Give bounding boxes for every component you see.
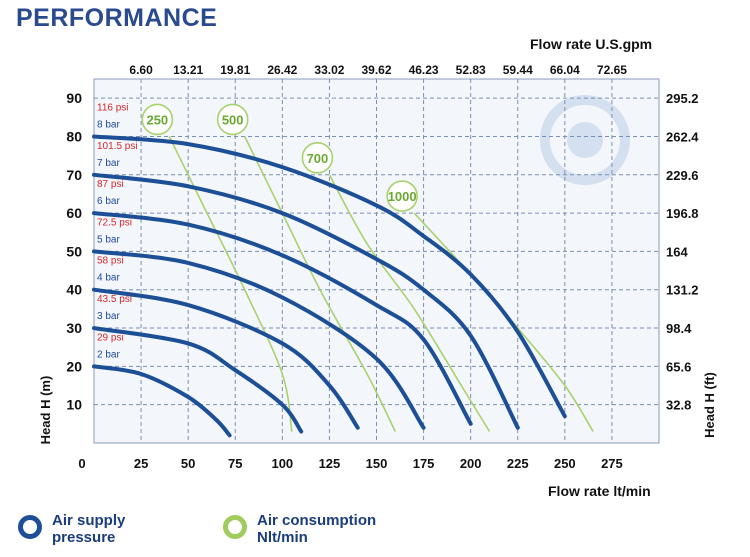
air-curve-700 bbox=[328, 174, 491, 432]
top-x-tick-label: 6.60 bbox=[129, 63, 153, 77]
top-x-tick-label: 26.42 bbox=[267, 63, 297, 77]
bar-label: 4 bar bbox=[97, 273, 120, 284]
x-tick-label: 175 bbox=[413, 456, 435, 471]
watermark-logo bbox=[540, 95, 630, 185]
right-y-tick-label: 131.2 bbox=[666, 283, 699, 298]
bar-label: 8 bar bbox=[97, 119, 120, 130]
y-tick-label: 50 bbox=[66, 243, 82, 259]
y-tick-label: 30 bbox=[66, 320, 82, 336]
y-axis-title: Head H (m) bbox=[38, 376, 53, 445]
x-tick-label: 225 bbox=[507, 456, 529, 471]
x-tick-label: 100 bbox=[271, 456, 293, 471]
right-y-axis-title: Head H (ft) bbox=[702, 372, 717, 438]
x-tick-label: 75 bbox=[228, 456, 242, 471]
bar-label: 7 bar bbox=[97, 158, 120, 169]
watermark-core bbox=[567, 122, 603, 158]
y-tick-label: 10 bbox=[66, 397, 82, 413]
top-x-tick-label: 33.02 bbox=[314, 63, 344, 77]
pressure-curve-8-bar bbox=[92, 134, 567, 419]
pressure-curve-6-bar bbox=[92, 211, 473, 426]
blue-ring-icon bbox=[18, 515, 42, 539]
y-tick-label: 60 bbox=[66, 205, 82, 221]
x-tick-label: 125 bbox=[319, 456, 341, 471]
x-tick-label: 250 bbox=[554, 456, 576, 471]
bar-label: 6 bar bbox=[97, 196, 120, 207]
psi-label: 43.5 psi bbox=[97, 294, 132, 305]
psi-label: 101.5 psi bbox=[97, 141, 138, 152]
psi-label: 72.5 psi bbox=[97, 217, 132, 228]
air-curve-500 bbox=[243, 136, 397, 432]
psi-label: 58 psi bbox=[97, 256, 124, 267]
right-y-tick-label: 32.8 bbox=[666, 398, 691, 413]
top-x-tick-label: 66.04 bbox=[550, 63, 580, 77]
x-tick-label: 200 bbox=[460, 456, 482, 471]
right-y-tick-label: 196.8 bbox=[666, 206, 699, 221]
right-y-tick-label: 98.4 bbox=[666, 321, 692, 336]
page-title: PERFORMANCE bbox=[16, 4, 218, 32]
air-curve-label: 500 bbox=[222, 112, 244, 127]
top-axis-label: Flow rate U.S.gpm bbox=[530, 36, 653, 52]
top-x-tick-label: 46.23 bbox=[409, 63, 439, 77]
x-tick-label: 25 bbox=[134, 456, 148, 471]
psi-label: 87 psi bbox=[97, 179, 124, 190]
watermark-ring bbox=[540, 95, 630, 185]
air-curve-1000 bbox=[413, 212, 594, 432]
air-curve-label: 250 bbox=[146, 112, 168, 127]
air-curve-label-circle bbox=[141, 103, 174, 136]
top-x-tick-label: 52.83 bbox=[456, 63, 486, 77]
air-curve-250 bbox=[168, 136, 293, 432]
air-curve-label-circle bbox=[301, 141, 334, 174]
legend-air-text: Air consumption Nlt/min bbox=[257, 512, 377, 546]
top-x-tick-label: 72.65 bbox=[597, 63, 627, 77]
right-y-tick-label: 262.4 bbox=[666, 129, 699, 144]
top-x-tick-label: 13.21 bbox=[173, 63, 203, 77]
psi-label: 29 psi bbox=[97, 332, 124, 343]
top-x-tick-label: 39.62 bbox=[361, 63, 391, 77]
y-tick-label: 40 bbox=[66, 282, 82, 298]
air-curve-label: 700 bbox=[307, 151, 329, 166]
pressure-curve-5-bar bbox=[92, 249, 426, 430]
y-tick-label: 70 bbox=[66, 167, 82, 183]
air-curve-label-circle bbox=[216, 103, 249, 136]
pressure-curve-4-bar bbox=[92, 287, 360, 430]
y-tick-label: 20 bbox=[66, 358, 82, 374]
psi-label: 116 psi bbox=[97, 102, 129, 113]
legend-pressure-text: Air supply pressure bbox=[52, 512, 126, 546]
bar-label: 5 bar bbox=[97, 234, 120, 245]
x-tick-label: 275 bbox=[601, 456, 623, 471]
right-y-tick-label: 229.6 bbox=[666, 168, 699, 183]
top-x-tick-label: 59.44 bbox=[503, 63, 533, 77]
bar-label: 2 bar bbox=[97, 349, 120, 360]
air-curve-label-circle bbox=[386, 180, 418, 212]
y-tick-label: 90 bbox=[66, 90, 82, 106]
x-tick-label: 150 bbox=[366, 456, 388, 471]
bar-label: 3 bar bbox=[97, 311, 120, 322]
pressure-curve-2-bar bbox=[92, 364, 232, 438]
pressure-curve-3-bar bbox=[92, 326, 304, 434]
y-tick-label: 80 bbox=[66, 128, 82, 144]
top-x-tick-label: 19.81 bbox=[220, 63, 250, 77]
x-tick-label: 0 bbox=[78, 456, 85, 471]
x-tick-label: 50 bbox=[181, 456, 195, 471]
right-y-tick-label: 164 bbox=[666, 244, 688, 259]
green-ring-icon bbox=[223, 515, 247, 539]
pressure-curve-7-bar bbox=[92, 172, 520, 430]
air-curve-label: 1000 bbox=[388, 189, 417, 204]
bottom-axis-label: Flow rate lt/min bbox=[548, 483, 651, 499]
right-y-tick-label: 65.6 bbox=[666, 359, 691, 374]
right-y-tick-label: 295.2 bbox=[666, 91, 699, 106]
